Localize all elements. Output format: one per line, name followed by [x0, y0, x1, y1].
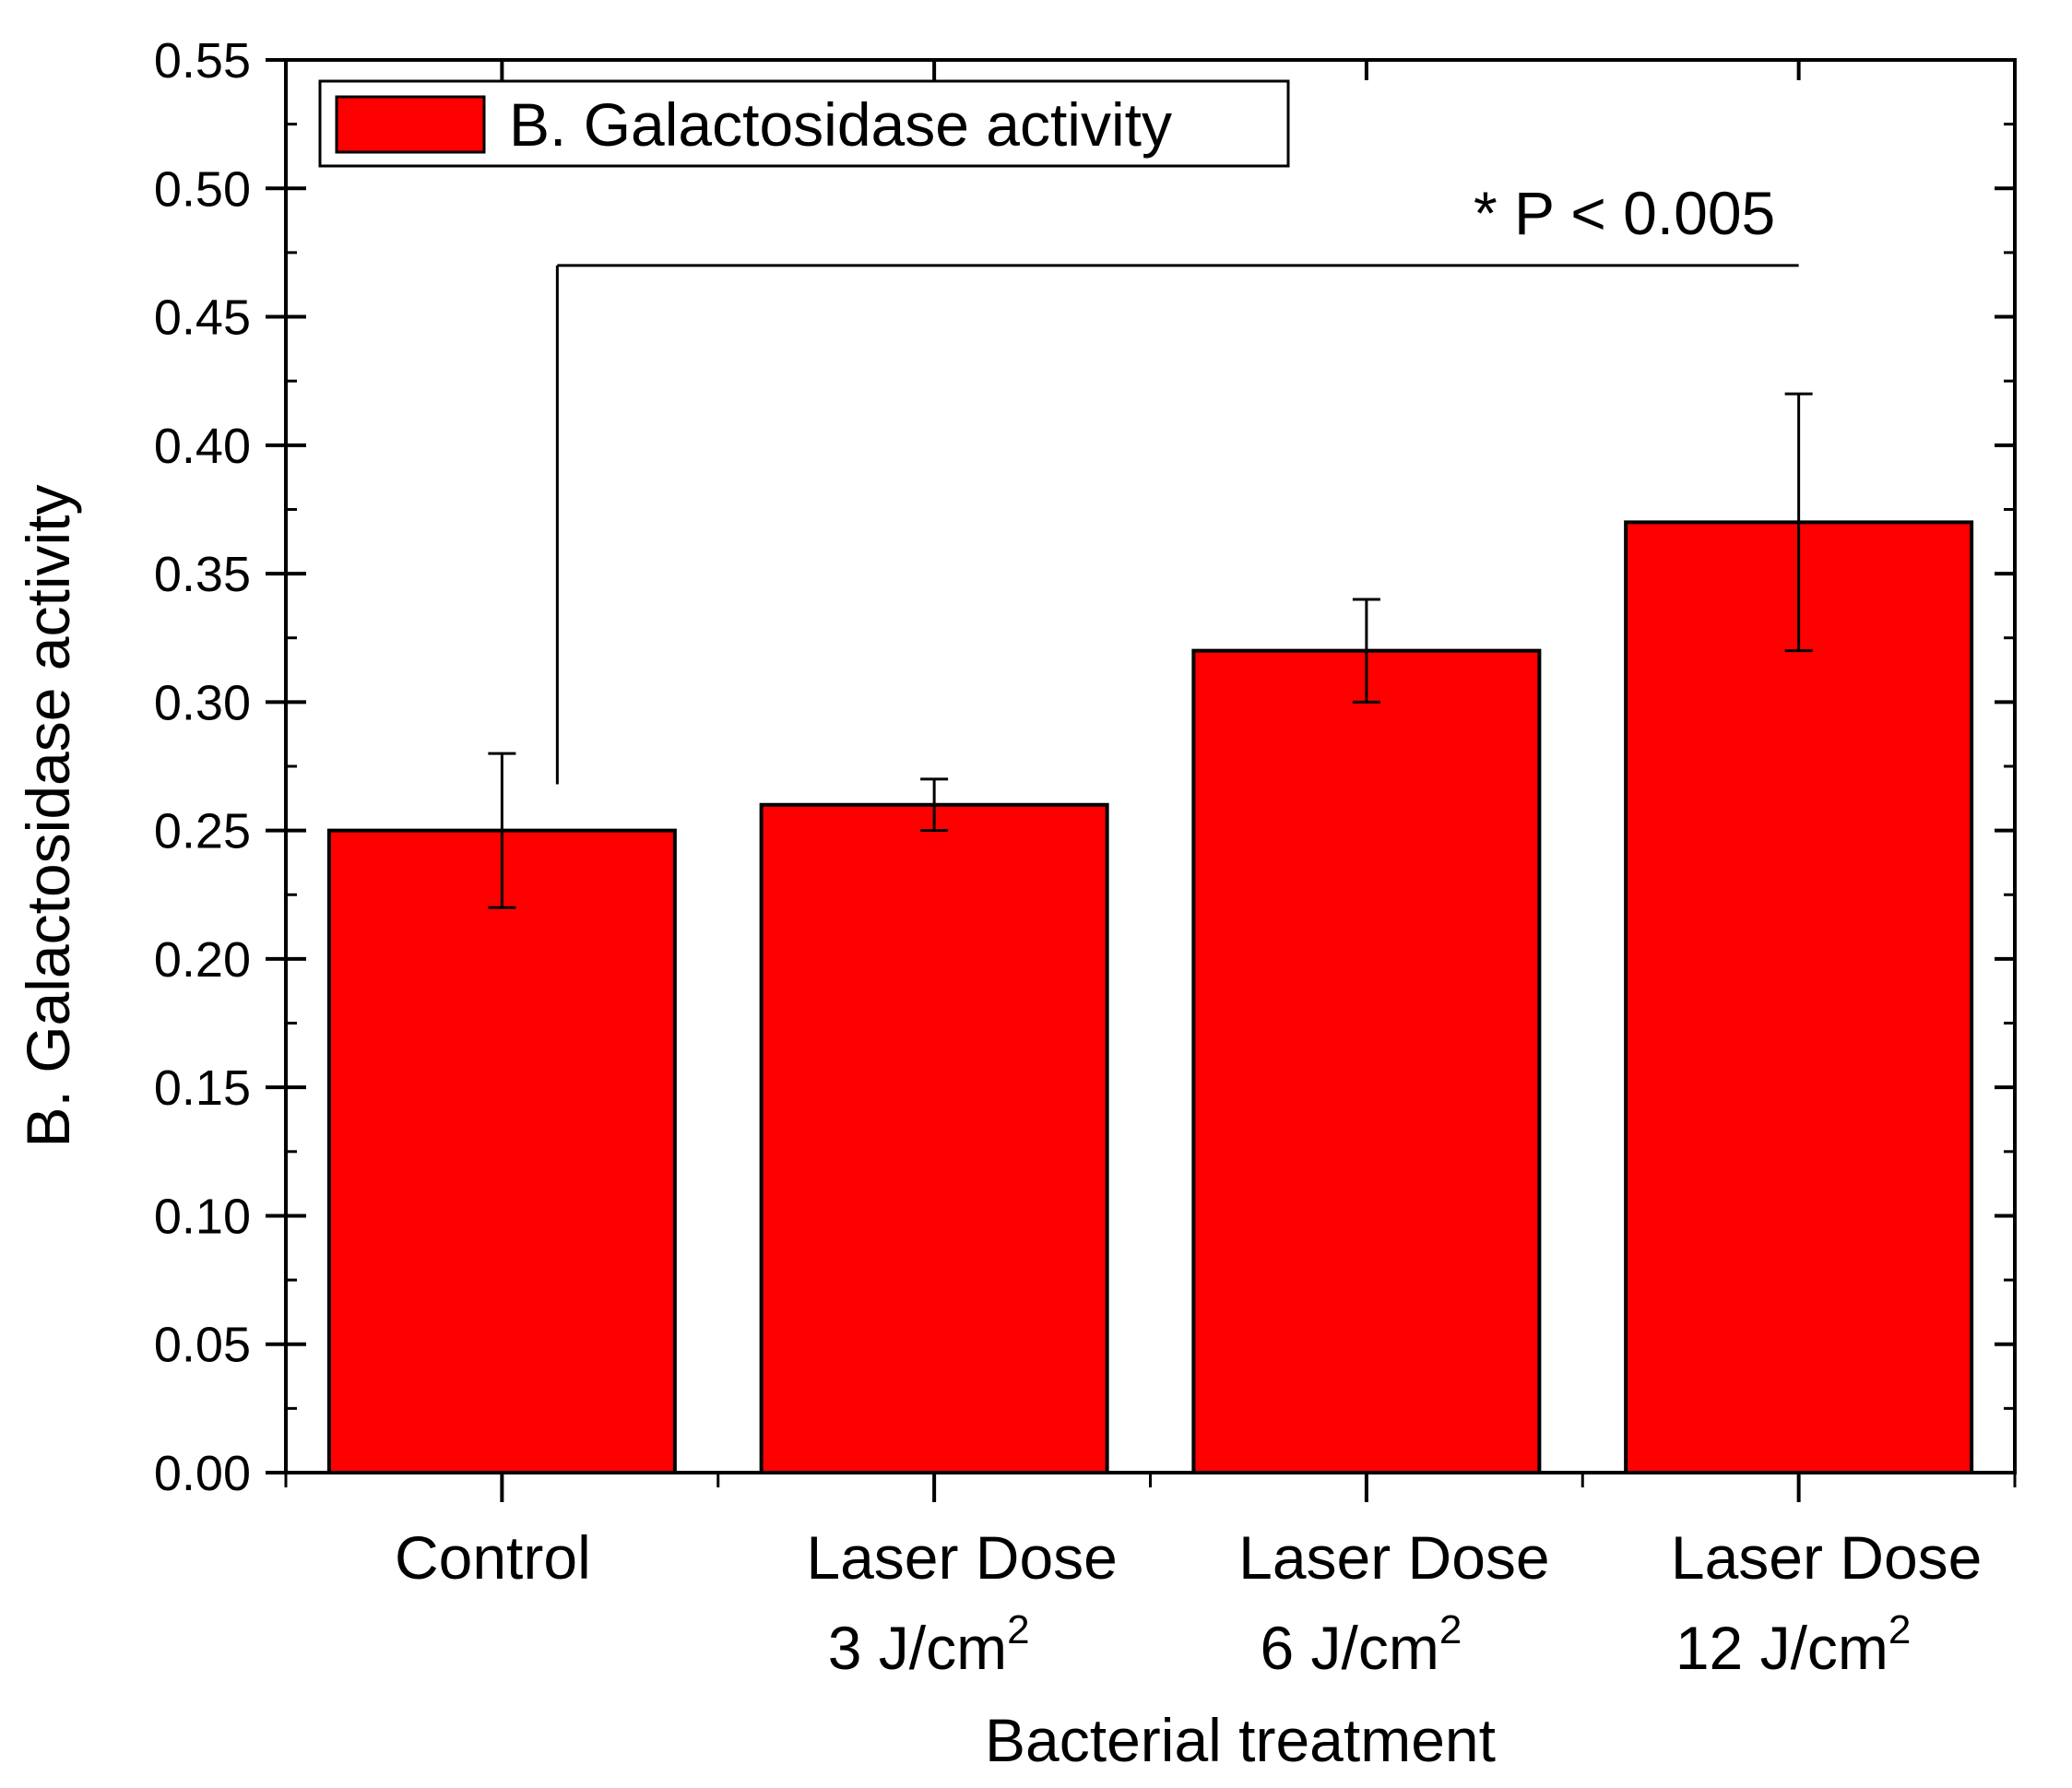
y-axis-title: B. Galactosidase activity [14, 485, 82, 1148]
y-tick-label: 0.35 [154, 547, 251, 602]
y-tick-label: 0.30 [154, 675, 251, 730]
category-label-2: Laser Dose [1238, 1523, 1550, 1592]
y-tick-label: 0.25 [154, 804, 251, 859]
significance-bracket: * P < 0.005 [555, 179, 1799, 785]
bars-group [326, 520, 1974, 1474]
error-bars-group [488, 392, 1813, 909]
category-label-3: Laser Dose [1671, 1523, 1983, 1592]
x-axis-title: Bacterial treatment [985, 1706, 1496, 1774]
y-tick-label: 0.20 [154, 932, 251, 988]
ticks-group [266, 58, 2017, 1502]
category-label-3-line2: 12 J/cm2 [1675, 1607, 1912, 1682]
legend: B. Galactosidase activity [318, 79, 1290, 168]
y-tick-label: 0.05 [154, 1318, 251, 1373]
y-tick-label: 0.40 [154, 419, 251, 474]
category-label-0: Control [395, 1523, 591, 1592]
y-tick-label: 0.15 [154, 1060, 251, 1116]
y-tick-label: 0.45 [154, 290, 251, 346]
y-tick-label: 0.10 [154, 1189, 251, 1244]
bar-3 [1624, 520, 1974, 1474]
bar-1 [759, 802, 1109, 1474]
y-tick-label: 0.50 [154, 161, 251, 217]
y-tick-label: 0.55 [154, 33, 251, 89]
labels-group: 0.00 0.05 0.10 0.15 0.20 0.25 0.30 0.35 0.40 0.45… [154, 33, 1982, 1682]
legend-label: B. Galactosidase activity [509, 90, 1172, 159]
category-label-1-line2: 3 J/cm2 [828, 1607, 1030, 1682]
bar-2 [1191, 648, 1542, 1474]
legend-swatch [335, 95, 486, 154]
category-label-2-line2: 6 J/cm2 [1260, 1607, 1462, 1682]
category-label-1: Laser Dose [806, 1523, 1118, 1592]
significance-label: * P < 0.005 [1474, 179, 1775, 247]
y-tick-label: 0.00 [154, 1446, 251, 1501]
bar-0 [326, 828, 677, 1474]
